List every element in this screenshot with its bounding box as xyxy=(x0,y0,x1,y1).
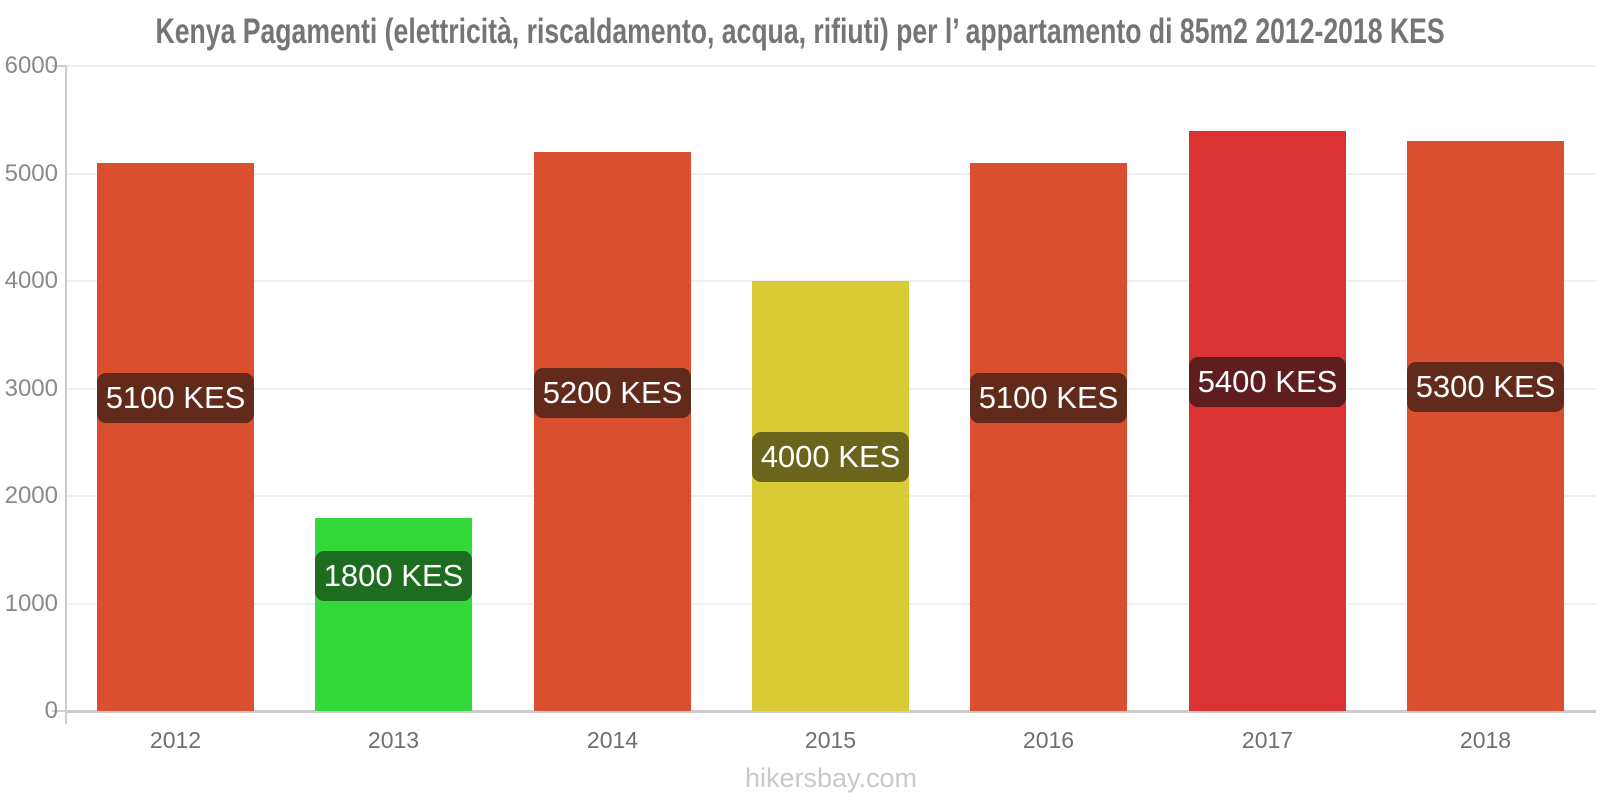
x-axis-line xyxy=(66,710,1596,713)
y-tick-mark-0 xyxy=(52,710,66,712)
x-tick-label-2013: 2013 xyxy=(367,727,420,753)
x-tick-label-2012: 2012 xyxy=(149,727,202,753)
y-tick-label-1000: 1000 xyxy=(4,589,58,617)
bar-value-label-2018: 5300 KES xyxy=(1407,362,1564,412)
bar-value-label-2012: 5100 KES xyxy=(97,373,254,423)
bar-value-label-2013: 1800 KES xyxy=(315,551,472,601)
bar-2017[interactable] xyxy=(1189,131,1346,711)
y-axis-line xyxy=(65,65,67,724)
y-tick-label-5000: 5000 xyxy=(4,159,58,187)
y-tick-label-3000: 3000 xyxy=(4,374,58,402)
y-tick-label-2000: 2000 xyxy=(4,482,58,509)
y-tick-label-4000: 4000 xyxy=(4,267,58,294)
bar-value-label-2017: 5400 KES xyxy=(1189,357,1346,407)
y-tick-mark-6000 xyxy=(52,65,66,67)
x-tick-label-2018: 2018 xyxy=(1459,727,1512,753)
x-tick-label-2016: 2016 xyxy=(1022,727,1075,753)
y-tick-label-6000: 6000 xyxy=(4,52,58,79)
bar-value-label-2015: 4000 KES xyxy=(752,432,909,482)
bar-2013[interactable] xyxy=(315,518,472,711)
gridline-6000 xyxy=(66,65,1596,67)
bar-2012[interactable] xyxy=(97,163,254,711)
bar-2018[interactable] xyxy=(1407,141,1564,711)
watermark-text: hikersbay.com xyxy=(744,763,918,793)
bar-2015[interactable] xyxy=(752,281,909,711)
gridline-5000 xyxy=(66,172,1596,175)
bar-value-label-2016: 5100 KES xyxy=(970,373,1127,423)
x-tick-label-2014: 2014 xyxy=(586,727,639,753)
x-tick-label-2017: 2017 xyxy=(1241,727,1294,753)
bar-value-label-2014: 5200 KES xyxy=(534,368,691,418)
bar-2014[interactable] xyxy=(534,152,691,711)
y-tick-label-0: 0 xyxy=(44,697,58,724)
x-tick-label-2015: 2015 xyxy=(804,727,857,753)
bar-2016[interactable] xyxy=(970,163,1127,711)
